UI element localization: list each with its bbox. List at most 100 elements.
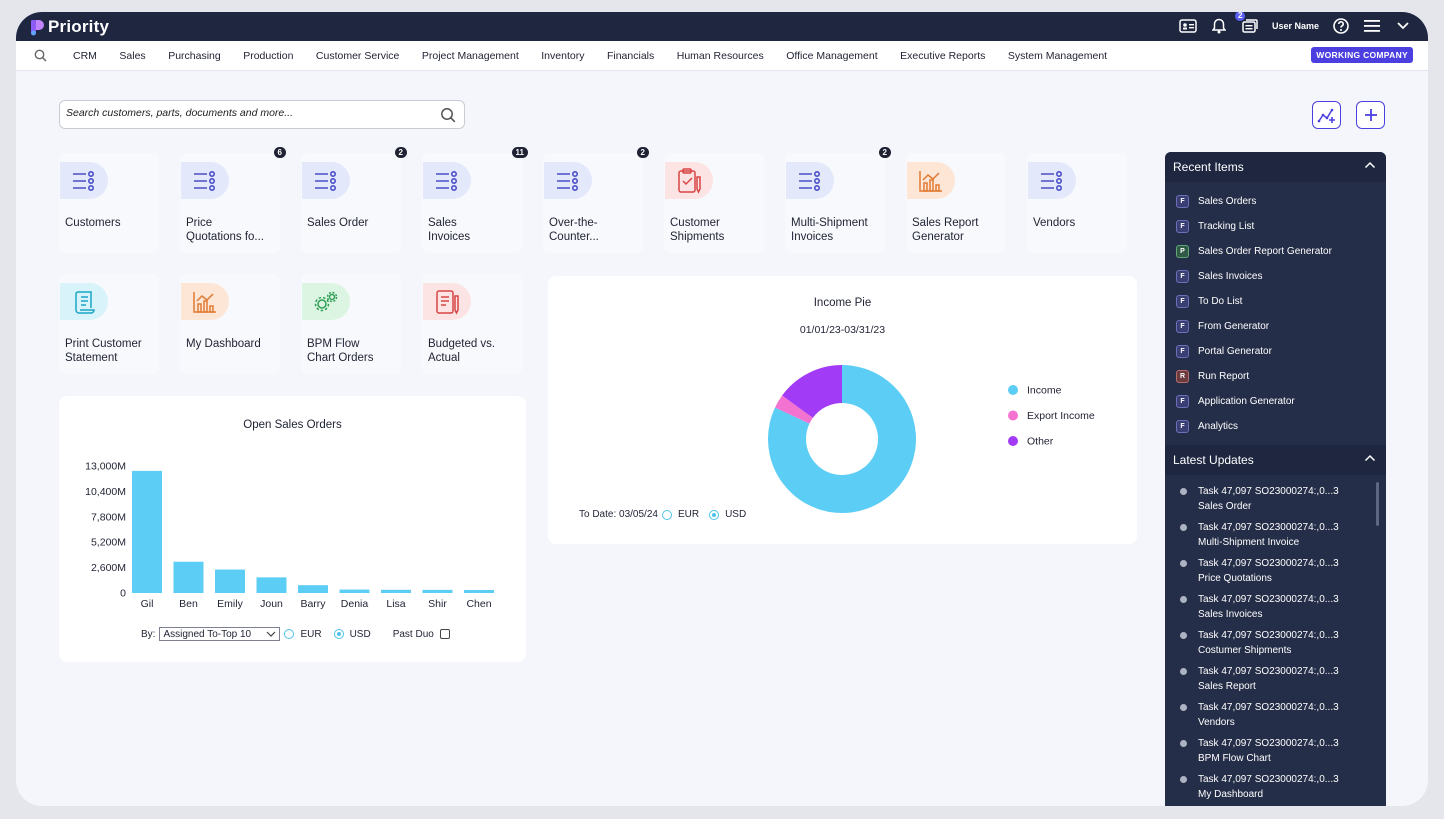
- eur-radio[interactable]: [284, 629, 295, 639]
- tile-sales-invoices[interactable]: 11 Sales Invoices: [422, 147, 528, 253]
- menu-item-sales[interactable]: Sales: [119, 50, 146, 62]
- tile-sales-order[interactable]: 2 Sales Order: [301, 147, 407, 253]
- chevron-up-icon[interactable]: [1364, 454, 1376, 462]
- recent-item[interactable]: P Sales Order Report Generator: [1176, 239, 1386, 264]
- help-icon[interactable]: [1332, 17, 1350, 35]
- bar[interactable]: [256, 577, 287, 593]
- tile-sales-report-generator[interactable]: Sales Report Generator: [906, 153, 1006, 253]
- count-badge: 6: [273, 147, 286, 158]
- eur-radio[interactable]: [661, 509, 672, 520]
- count-badge: 2: [394, 147, 407, 158]
- pie-slice[interactable]: [768, 365, 916, 513]
- menu-search-icon[interactable]: [34, 49, 47, 67]
- recent-items-header[interactable]: Recent Items: [1165, 152, 1386, 182]
- menu-item-purchasing[interactable]: Purchasing: [168, 50, 221, 62]
- update-item[interactable]: Task 47,097 SO23000274:,0...3 Vendors: [1180, 700, 1386, 736]
- latest-updates-header[interactable]: Latest Updates: [1165, 445, 1386, 475]
- add-chart-button[interactable]: [1312, 101, 1341, 129]
- menu-item-executive-reports[interactable]: Executive Reports: [900, 50, 986, 62]
- update-item[interactable]: Task 47,097 SO23000274:,0...3 Costumer Sh…: [1180, 628, 1386, 664]
- select-value: Assigned To-Top 10: [163, 628, 252, 640]
- bar[interactable]: [132, 470, 162, 593]
- list-icon: [302, 162, 350, 199]
- tile-vendors[interactable]: Vendors: [1027, 153, 1127, 253]
- app-logo[interactable]: Priority: [30, 17, 109, 37]
- update-item[interactable]: Task 47,097 SO23000274:,0...3 Price Quota…: [1180, 556, 1386, 592]
- menu-item-project-management[interactable]: Project Management: [421, 50, 519, 62]
- update-item[interactable]: Task 47,097 SO23000274:,0...3 Sales Invoi…: [1180, 592, 1386, 628]
- recent-item[interactable]: F Tracking List: [1176, 214, 1386, 239]
- search-icon[interactable]: [440, 107, 456, 128]
- recent-item[interactable]: F From Generator: [1176, 314, 1386, 339]
- x-tick-label: Gil: [141, 598, 154, 610]
- assigned-to-select[interactable]: Assigned To-Top 10: [159, 627, 281, 641]
- menu-item-human-resources[interactable]: Human Resources: [676, 50, 764, 62]
- tile-over-the-counter[interactable]: 2 Over-the- Counter...: [543, 147, 649, 253]
- recent-item[interactable]: F Application Generator: [1176, 389, 1386, 414]
- tile-customer-shipments[interactable]: Customer Shipments: [664, 153, 764, 253]
- tile-my-dashboard[interactable]: My Dashboard: [180, 274, 280, 374]
- chevron-up-icon[interactable]: [1364, 161, 1376, 169]
- menu-item-system-management[interactable]: System Management: [1007, 50, 1108, 62]
- tile-budgeted-vs-actual[interactable]: Budgeted vs. Actual: [422, 274, 522, 374]
- tile-multi-shipment-invoices[interactable]: 2 Multi-Shipment Invoices: [785, 147, 891, 253]
- tile-print-customer-statement[interactable]: Print Customer Statement: [59, 274, 159, 374]
- id-card-icon[interactable]: [1179, 17, 1197, 35]
- form-type-icon: F: [1176, 395, 1189, 408]
- update-item[interactable]: Task 47,097 SO23000274:,0...3 My Dashboar…: [1180, 772, 1386, 806]
- legend-label: Other: [1027, 436, 1054, 448]
- update-task: Task 47,097 SO23000274:,0...3: [1198, 630, 1339, 641]
- working-company-button[interactable]: WORKING COMPANY: [1311, 47, 1413, 63]
- bar[interactable]: [298, 585, 328, 593]
- recent-item[interactable]: R Run Report: [1176, 364, 1386, 389]
- form-type-icon: F: [1176, 295, 1189, 308]
- hamburger-menu-icon[interactable]: [1363, 17, 1381, 35]
- recent-item-label: Tracking List: [1198, 221, 1255, 232]
- usd-radio[interactable]: [333, 629, 344, 639]
- bell-icon[interactable]: [1210, 17, 1228, 35]
- pie-slice[interactable]: [782, 365, 842, 418]
- tile-bpm-flow-chart-orders[interactable]: BPM Flow Chart Orders: [301, 274, 401, 374]
- bar[interactable]: [173, 561, 204, 593]
- menu-item-office-management[interactable]: Office Management: [786, 50, 878, 62]
- bar[interactable]: [215, 569, 245, 593]
- usd-label: USD: [725, 509, 747, 520]
- tile-price-quotations[interactable]: 6 Price Quotations fo...: [180, 147, 286, 253]
- usd-radio[interactable]: [709, 509, 720, 520]
- menu-item-inventory[interactable]: Inventory: [541, 50, 585, 62]
- recent-item[interactable]: F Portal Generator: [1176, 339, 1386, 364]
- menu-item-production[interactable]: Production: [243, 50, 294, 62]
- recent-item[interactable]: F Sales Orders: [1176, 189, 1386, 214]
- update-item[interactable]: Task 47,097 SO23000274:,0...3 Multi-Shipm…: [1180, 520, 1386, 556]
- procedure-type-icon: P: [1176, 245, 1189, 258]
- bar[interactable]: [381, 589, 411, 593]
- tasks-icon[interactable]: 2: [1234, 12, 1259, 35]
- bar[interactable]: [422, 589, 453, 593]
- chevron-down-icon[interactable]: [1394, 17, 1412, 35]
- tile-label: Multi-Shipment Invoices: [791, 217, 868, 243]
- recent-item[interactable]: F To Do List: [1176, 289, 1386, 314]
- pie-slice[interactable]: [775, 395, 813, 424]
- recent-item[interactable]: F Analytics: [1176, 414, 1386, 439]
- menu-item-financials[interactable]: Financials: [606, 50, 655, 62]
- recent-item-label: To Do List: [1198, 296, 1243, 307]
- recent-item-label: Application Generator: [1198, 396, 1295, 407]
- user-name[interactable]: User Name: [1271, 21, 1319, 31]
- gears-icon: [302, 283, 350, 320]
- update-item[interactable]: Task 47,097 SO23000274:,0...3 BPM Flow Ch…: [1180, 736, 1386, 772]
- bar[interactable]: [339, 589, 370, 593]
- tile-customers[interactable]: Customers: [59, 153, 159, 253]
- scrollbar-thumb[interactable]: [1376, 482, 1379, 526]
- update-doc: Sales Report: [1198, 681, 1256, 692]
- legend-label: Income: [1027, 385, 1062, 397]
- past-duo-checkbox[interactable]: [439, 629, 450, 639]
- recent-item[interactable]: F Sales Invoices: [1176, 264, 1386, 289]
- menu-item-crm[interactable]: CRM: [73, 50, 97, 62]
- global-search-input[interactable]: [66, 107, 426, 119]
- bullet-icon: [1180, 668, 1187, 675]
- update-item[interactable]: Task 47,097 SO23000274:,0...3 Sales Repor…: [1180, 664, 1386, 700]
- update-item[interactable]: Task 47,097 SO23000274:,0...3 Sales Order: [1180, 484, 1386, 520]
- bar[interactable]: [464, 589, 494, 593]
- menu-item-customer-service[interactable]: Customer Service: [315, 50, 400, 62]
- add-button[interactable]: [1356, 101, 1385, 129]
